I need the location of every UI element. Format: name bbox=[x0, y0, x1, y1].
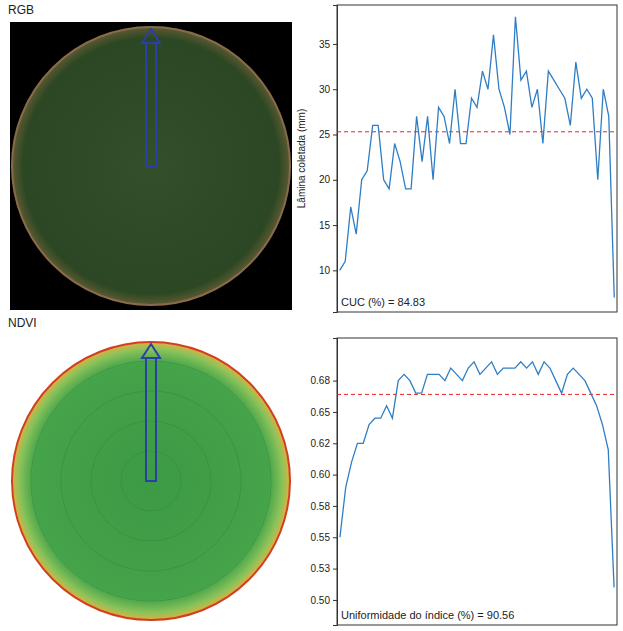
tick-label: 30 bbox=[319, 84, 331, 95]
y-tick: 0.62 bbox=[311, 438, 337, 449]
tick-mark bbox=[333, 475, 337, 476]
arrow-head bbox=[142, 344, 160, 358]
plot-marks bbox=[337, 362, 617, 588]
image-background bbox=[10, 22, 292, 310]
tick-mark bbox=[333, 381, 337, 382]
pivot-circle bbox=[12, 342, 290, 620]
panel-title: RGB bbox=[8, 3, 34, 17]
pivot-circle bbox=[12, 27, 290, 305]
panel-title: NDVI bbox=[8, 316, 37, 330]
y-axis-title: Lâmina coletada (mm) bbox=[296, 109, 307, 208]
tick-mark bbox=[333, 89, 337, 90]
arrow-shaft bbox=[146, 358, 156, 481]
tick-label: 10 bbox=[319, 265, 331, 276]
y-axis: 0.50 0.53 0.55 0.58 0.60 0.62 0.65 0.68 bbox=[311, 339, 338, 626]
y-tick: 25 bbox=[319, 129, 337, 140]
field-image bbox=[12, 342, 290, 620]
plot-frame bbox=[337, 5, 617, 312]
tick-label: 0.55 bbox=[311, 532, 331, 543]
tick-label: 0.58 bbox=[311, 501, 331, 512]
tick-label: 15 bbox=[319, 220, 331, 231]
y-tick: 0.50 bbox=[311, 595, 337, 606]
y-tick: 35 bbox=[319, 39, 337, 50]
plot-frame bbox=[337, 338, 617, 625]
tick-mark bbox=[333, 600, 337, 601]
y-axis: 10 15 20 25 30 35 bbox=[319, 6, 338, 313]
y-tick: 0.65 bbox=[311, 407, 337, 418]
tick-label: 20 bbox=[319, 174, 331, 185]
y-tick: 15 bbox=[319, 220, 337, 231]
plot-marks bbox=[337, 17, 617, 298]
axis-line bbox=[333, 6, 338, 313]
y-tick: 0.68 bbox=[311, 375, 337, 386]
y-tick: 10 bbox=[319, 265, 337, 276]
annotation: Uniformidade do índice (%) = 90.56 bbox=[341, 609, 514, 621]
tick-label: 0.65 bbox=[311, 407, 331, 418]
tick-label: 0.53 bbox=[311, 563, 331, 574]
y-tick: 20 bbox=[319, 174, 337, 185]
tick-mark bbox=[333, 443, 337, 444]
tick-label: 0.62 bbox=[311, 438, 331, 449]
y-tick: 0.53 bbox=[311, 563, 337, 574]
tick-label: 0.60 bbox=[311, 469, 331, 480]
mean-line bbox=[337, 394, 617, 395]
tick-mark bbox=[333, 506, 337, 507]
data-line bbox=[340, 17, 615, 298]
y-tick: 0.60 bbox=[311, 469, 337, 480]
tick-mark bbox=[333, 44, 337, 45]
tick-label: 35 bbox=[319, 39, 331, 50]
y-tick: 0.55 bbox=[311, 532, 337, 543]
tick-label: 25 bbox=[319, 129, 331, 140]
tick-label: 0.68 bbox=[311, 375, 331, 386]
arrow-shaft bbox=[146, 43, 156, 166]
tick-mark bbox=[333, 569, 337, 570]
field-image bbox=[10, 22, 292, 310]
axis-line bbox=[333, 339, 338, 626]
tick-mark bbox=[333, 412, 337, 413]
tick-mark bbox=[333, 135, 337, 136]
arrow-head bbox=[142, 29, 160, 43]
tick-mark bbox=[333, 537, 337, 538]
figure: RGB 10 15 20 25 30 35 Lâmina coletada (mm) CUC (… bbox=[0, 0, 623, 631]
tick-label: 0.50 bbox=[311, 595, 331, 606]
tick-mark bbox=[333, 180, 337, 181]
data-line bbox=[340, 362, 614, 588]
y-tick: 30 bbox=[319, 84, 337, 95]
y-tick: 0.58 bbox=[311, 501, 337, 512]
tick-mark bbox=[333, 225, 337, 226]
tick-mark bbox=[333, 270, 337, 271]
annotation: CUC (%) = 84.83 bbox=[341, 296, 425, 308]
